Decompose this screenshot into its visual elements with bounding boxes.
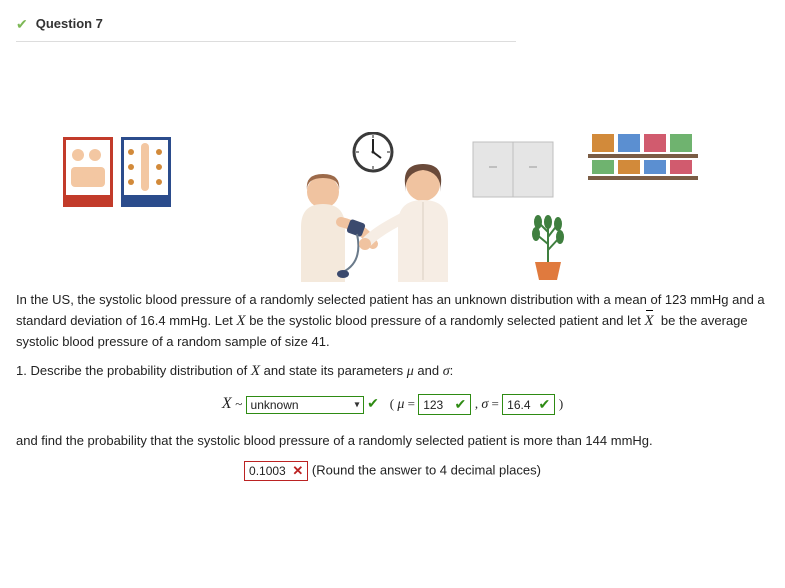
var-xbar: X: [645, 310, 654, 333]
mu-eq: ( μ =: [390, 396, 418, 411]
cross-icon: ✕: [292, 463, 303, 478]
illustration: [33, 132, 753, 282]
i1d: :: [450, 363, 454, 378]
i1b: and state its parameters: [264, 363, 407, 378]
question-title: Question 7: [36, 16, 103, 31]
paragraph-2: and find the probability that the systol…: [16, 431, 769, 451]
answer-row: 0.1003 ✕ (Round the answer to 4 decimal …: [16, 461, 769, 481]
probability-input[interactable]: 0.1003 ✕: [244, 461, 308, 481]
chevron-down-icon: ▾: [354, 399, 359, 410]
formula-x: X: [222, 395, 232, 412]
var-sigma: σ: [443, 364, 450, 379]
question-header: ✔ Question 7: [16, 10, 516, 42]
scene-svg: [33, 132, 753, 282]
distribution-select[interactable]: unknown ▾: [246, 396, 364, 414]
comma: , σ =: [475, 396, 502, 411]
paragraph-2-wrap: and find the probability that the systol…: [16, 431, 769, 451]
check-icon: ✔: [16, 17, 28, 31]
item-1: 1. Describe the probability distribution…: [16, 360, 769, 383]
sigma-input[interactable]: 16.4 ✔: [502, 394, 555, 415]
sigma-input-value: 16.4: [507, 398, 535, 412]
var-mu: μ: [407, 364, 414, 379]
check-icon: ✔: [538, 396, 550, 412]
check-icon: ✔: [367, 395, 379, 411]
p1b: be the systolic blood pressure of a rand…: [249, 313, 644, 328]
i1c: and: [417, 363, 442, 378]
close-paren: ): [559, 396, 563, 411]
mu-input[interactable]: 123 ✔: [418, 394, 471, 415]
formula-tilde: ~: [235, 396, 245, 411]
distribution-select-value: unknown: [251, 398, 299, 412]
check-icon: ✔: [455, 396, 467, 412]
formula-row: X ~ unknown ▾ ✔ ( μ = 123 ✔ , σ = 16.4 ✔…: [16, 394, 769, 415]
mu-input-value: 123: [423, 398, 451, 412]
problem-text: In the US, the systolic blood pressure o…: [16, 290, 769, 382]
i1a: 1. Describe the probability distribution…: [16, 363, 251, 378]
paragraph-1: In the US, the systolic blood pressure o…: [16, 290, 769, 352]
var-x: X: [236, 313, 245, 329]
probability-input-value: 0.1003: [249, 464, 289, 478]
var-x-2: X: [251, 363, 260, 379]
rounding-hint: (Round the answer to 4 decimal places): [312, 462, 541, 477]
